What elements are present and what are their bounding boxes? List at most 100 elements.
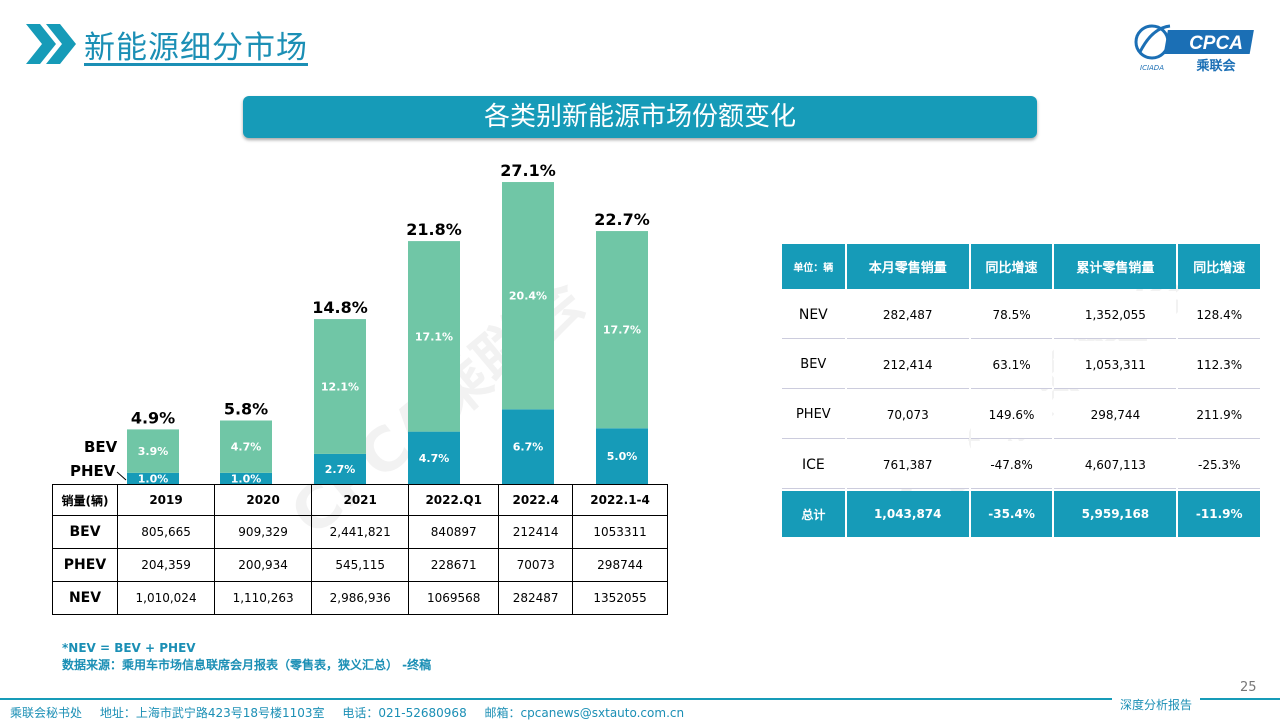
bar-segment-bev (314, 319, 366, 454)
footer-divider (0, 698, 1280, 700)
table-row-header: NEV (782, 291, 845, 339)
footer-email: 邮箱：cpcanews@sxtauto.com.cn (484, 706, 685, 720)
table-cell: 5,959,168 (1054, 491, 1177, 537)
page-number: 25 (1240, 680, 1257, 695)
table-cell: -35.4% (970, 491, 1053, 537)
table-row: PHEV 70,073 149.6% 298,744 211.9% (782, 391, 1260, 439)
table-header-cell: 本月零售销量 (846, 244, 969, 289)
table-cell: 112.3% (1178, 341, 1260, 389)
table-header-cell: 同比增速 (1178, 244, 1260, 289)
bar-data-label: 1.0% (231, 472, 262, 485)
footer-org: 乘联会秘书处 (10, 706, 83, 720)
table-cell: 63.1% (970, 341, 1053, 389)
table-header-cell: 累计零售销量 (1054, 244, 1177, 289)
table-header-row: 销量(辆) 2019 2020 2021 2022.Q1 2022.4 2022… (52, 484, 668, 516)
table-cell: 1,053,311 (1054, 341, 1177, 389)
table-cell: 204,359 (116, 548, 216, 582)
table-cell: 840897 (408, 515, 500, 549)
share-chart: 1.0% 3.9% 4.9% 1.0% 4.7% 5.8% 2.7% 12.1% 14.8% 4.… (70, 161, 650, 485)
legend-bev-label: BEV (84, 438, 118, 456)
table-row-header: BEV (782, 341, 845, 389)
table-header-cell: 2022.1-4 (572, 484, 668, 516)
footer-address: 地址：上海市武宁路423号18号楼1103室 (99, 706, 325, 720)
sales-volume-table: 销量(辆) 2019 2020 2021 2022.Q1 2022.4 2022… (52, 484, 668, 615)
bar-data-label: 5.0% (607, 450, 638, 463)
table-header-cell: 2021 (311, 484, 410, 516)
table-total-row: 总计 1,043,874 -35.4% 5,959,168 -11.9% (782, 491, 1260, 537)
table-cell: 282,487 (846, 291, 969, 339)
table-cell: 298744 (572, 548, 668, 582)
table-cell: 70,073 (846, 391, 969, 439)
footer: 乘联会秘书处 地址：上海市武宁路423号18号楼1103室 电话：021-526… (10, 704, 698, 721)
bar-data-label: 17.1% (415, 330, 453, 343)
table-header-cell: 同比增速 (970, 244, 1053, 289)
legend-pointer-line (116, 471, 127, 481)
footer-phone: 电话：021-52680968 (342, 706, 467, 720)
table-cell: 805,665 (116, 515, 216, 549)
table-row: ICE 761,387 -47.8% 4,607,113 -25.3% (782, 441, 1260, 489)
footnote-source: 数据来源：乘用车市场信息联席会月报表（零售表，狭义汇总） -终稿 (62, 658, 432, 672)
table-cell: 228671 (408, 548, 500, 582)
table-cell: 1,352,055 (1054, 291, 1177, 339)
bar-data-label: 4.7% (419, 452, 450, 465)
bar-total-label: 27.1% (500, 161, 556, 180)
chart-banner: 各类别新能源市场份额变化 (243, 96, 1037, 138)
bar-segment-bev (127, 429, 179, 473)
table-header-cell: 2020 (214, 484, 313, 516)
footnote-formula: *NEV = BEV + PHEV (62, 641, 196, 655)
monthly-retail-table: 单位：辆 本月零售销量 同比增速 累计零售销量 同比增速 NEV 282,487… (780, 242, 1262, 539)
table-row: NEV 282,487 78.5% 1,352,055 128.4% (782, 291, 1260, 339)
table-row-header: BEV (52, 515, 118, 549)
table-row-header: ICE (782, 441, 845, 489)
bar-segment-bev (596, 231, 648, 429)
table-cell: 1352055 (572, 581, 668, 615)
table-cell: 1,010,024 (116, 581, 216, 615)
logo-text: CPCA (1189, 33, 1243, 54)
footnote: *NEV = BEV + PHEV 数据来源：乘用车市场信息联席会月报表（零售表… (62, 640, 431, 674)
table-row: NEV 1,010,024 1,110,263 2,986,936 106956… (52, 581, 668, 615)
bar-segment-phev (408, 431, 460, 484)
table-row: BEV 805,665 909,329 2,441,821 840897 212… (52, 515, 668, 549)
bar-total-label: 22.7% (594, 210, 650, 229)
logo-subtext: 乘联会 (1195, 58, 1236, 74)
table-cell: -25.3% (1178, 441, 1260, 489)
bar-data-label: 4.7% (231, 441, 262, 454)
logo-left-text: ICIADA (1140, 64, 1164, 72)
bar-total-label: 4.9% (131, 408, 175, 427)
bar-data-label: 1.0% (138, 472, 169, 485)
bar-total-label: 14.8% (312, 298, 368, 317)
bar-segment-phev (127, 472, 179, 484)
table-cell: 2,441,821 (311, 515, 410, 549)
legend-phev-label: PHEV (70, 462, 116, 480)
bar-segment-bev (408, 241, 460, 432)
table-cell: 212414 (498, 515, 574, 549)
bar-segment-phev (220, 472, 272, 484)
table-cell: -47.8% (970, 441, 1053, 489)
table-cell: 70073 (498, 548, 574, 582)
table-cell: 212,414 (846, 341, 969, 389)
table-cell: 4,607,113 (1054, 441, 1177, 489)
report-tag: 深度分析报告 (1112, 696, 1201, 713)
table-cell: -11.9% (1178, 491, 1260, 537)
bar-data-label: 6.7% (513, 441, 544, 454)
bar-segment-phev (596, 428, 648, 484)
table-header-cell: 2019 (116, 484, 216, 516)
table-cell: 761,387 (846, 441, 969, 489)
table-header-cell: 销量(辆) (52, 484, 118, 516)
bar-data-label: 3.9% (138, 445, 169, 458)
chevron-right-icon (26, 24, 76, 64)
bar-segment-phev (502, 409, 554, 484)
bar-data-label: 20.4% (509, 290, 547, 303)
table-cell: 282487 (498, 581, 574, 615)
table-cell: 1,043,874 (846, 491, 969, 537)
table-header-row: 单位：辆 本月零售销量 同比增速 累计零售销量 同比增速 (782, 244, 1260, 289)
table-cell: 200,934 (214, 548, 313, 582)
bar-total-label: 21.8% (406, 220, 462, 239)
table-cell: 1069568 (408, 581, 500, 615)
table-cell: 1,110,263 (214, 581, 313, 615)
bar-data-label: 2.7% (325, 463, 356, 476)
table-cell: 2,986,936 (311, 581, 410, 615)
table-header-cell: 2022.Q1 (408, 484, 500, 516)
table-cell: 78.5% (970, 291, 1053, 339)
table-row-header: PHEV (782, 391, 845, 439)
